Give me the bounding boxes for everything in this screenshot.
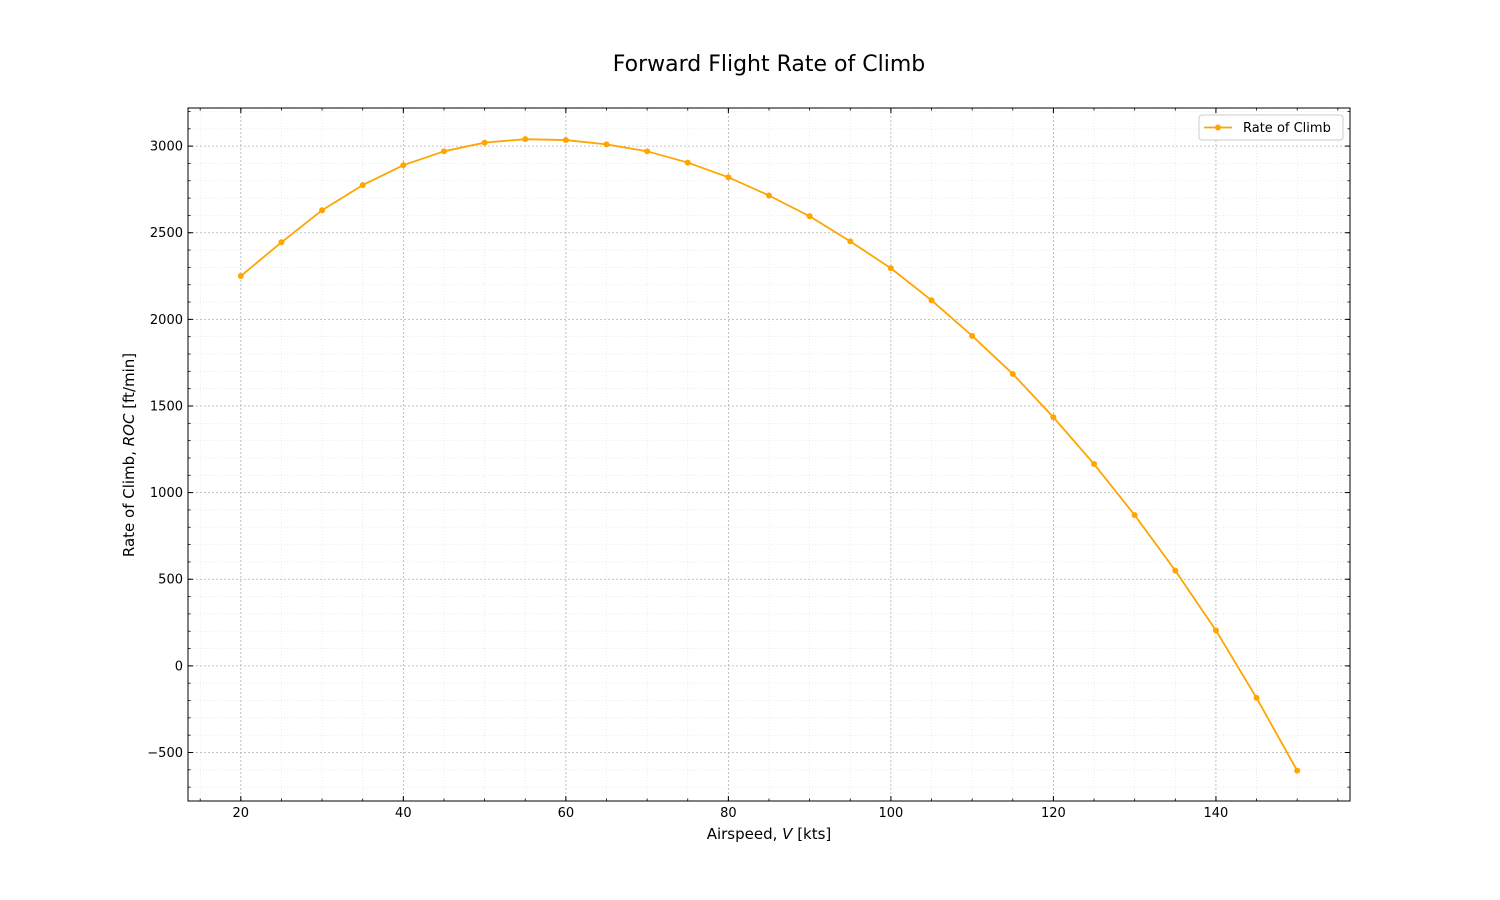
x-tick-label: 40 xyxy=(395,806,412,821)
x-tick-label: 80 xyxy=(720,806,737,821)
y-tick-label: 0 xyxy=(175,659,183,674)
data-point xyxy=(522,136,529,143)
x-axis-label-symbol: V xyxy=(782,825,794,843)
minor-grid xyxy=(188,108,1350,801)
legend: Rate of Climb xyxy=(1198,114,1344,141)
data-point xyxy=(887,265,894,272)
data-point xyxy=(562,137,569,144)
y-axis-label-symbol: ROC xyxy=(120,413,138,446)
x-axis-label-suffix: [kts] xyxy=(792,825,831,843)
y-tick-label: −500 xyxy=(147,746,183,761)
data-point xyxy=(359,182,366,189)
data-point xyxy=(1253,694,1260,701)
data-point xyxy=(1050,414,1057,421)
y-axis: −500 0 500 1000 1500 2000 2500 3000 xyxy=(147,111,1350,788)
x-axis: 20 40 60 80 100 120 140 xyxy=(199,108,1339,821)
data-point xyxy=(766,192,772,199)
major-grid xyxy=(188,108,1350,801)
data-point xyxy=(440,148,447,155)
x-axis-label: Airspeed, V [kts] xyxy=(707,825,832,843)
data-point xyxy=(481,139,488,146)
legend-label: Rate of Climb xyxy=(1243,121,1331,136)
data-point xyxy=(969,332,976,339)
data-point xyxy=(725,174,732,181)
data-point xyxy=(928,297,935,304)
x-tick-label: 140 xyxy=(1204,806,1229,821)
y-tick-label: 2000 xyxy=(150,313,183,328)
data-point xyxy=(1091,461,1098,468)
data-point xyxy=(400,162,407,169)
series-layer xyxy=(237,136,1301,774)
data-point xyxy=(1172,567,1179,574)
y-tick-label: 500 xyxy=(158,573,183,588)
data-point xyxy=(237,273,244,280)
y-axis-label-prefix: Rate of Climb, xyxy=(120,446,138,557)
y-axis-label-suffix: [ft/min] xyxy=(120,353,138,414)
data-point xyxy=(806,213,813,220)
data-point xyxy=(1009,370,1016,377)
legend-marker-swatch xyxy=(1215,124,1221,131)
data-point xyxy=(847,238,854,245)
x-tick-label: 60 xyxy=(558,806,575,821)
x-tick-label: 100 xyxy=(878,806,903,821)
legend-box xyxy=(1198,114,1344,141)
data-point xyxy=(603,141,610,148)
data-point xyxy=(644,148,651,155)
y-tick-label: 3000 xyxy=(150,140,183,155)
y-tick-label: 2500 xyxy=(150,226,183,241)
data-point xyxy=(278,239,285,246)
y-tick-label: 1000 xyxy=(150,486,183,501)
x-tick-label: 120 xyxy=(1041,806,1066,821)
data-point xyxy=(1212,627,1219,634)
x-tick-label: 20 xyxy=(233,806,250,821)
chart-title: Forward Flight Rate of Climb xyxy=(613,52,926,77)
data-point xyxy=(684,159,691,166)
y-axis-label: Rate of Climb, ROC [ft/min] xyxy=(120,353,138,557)
x-axis-label-prefix: Airspeed, xyxy=(707,825,782,843)
data-point xyxy=(1294,767,1301,774)
y-tick-label: 1500 xyxy=(150,399,183,414)
data-point xyxy=(1131,512,1138,519)
plot-frame xyxy=(187,107,1351,802)
data-point xyxy=(319,207,326,214)
